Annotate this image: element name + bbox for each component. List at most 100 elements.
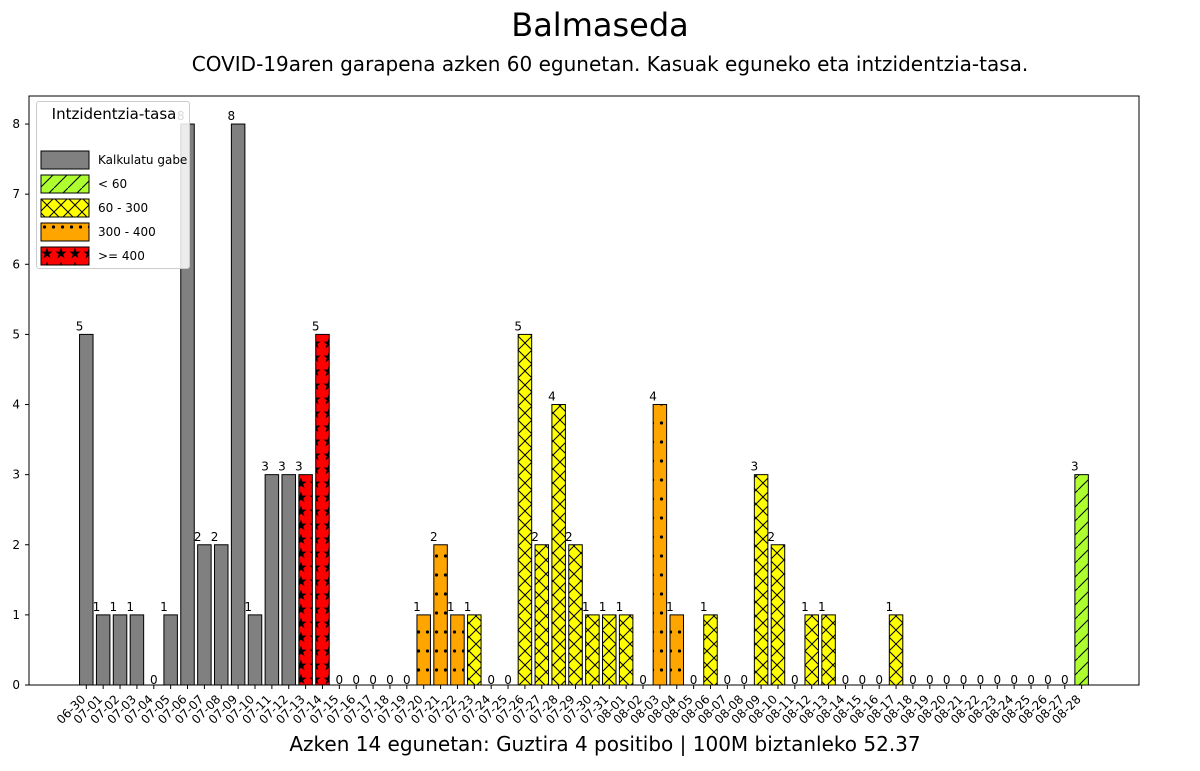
data-label: 0 bbox=[740, 673, 748, 687]
bar-hatch bbox=[821, 614, 836, 685]
legend: Intzidentzia-tasa Kalkulatu gabe < 60 60… bbox=[36, 101, 190, 269]
data-label: 3 bbox=[1071, 460, 1079, 474]
bar bbox=[230, 123, 246, 686]
bar bbox=[264, 474, 280, 686]
data-label: 0 bbox=[926, 673, 934, 687]
data-label: 3 bbox=[295, 460, 303, 474]
data-label: 3 bbox=[278, 460, 286, 474]
data-label: 1 bbox=[93, 600, 101, 614]
data-label: 1 bbox=[818, 600, 826, 614]
data-label: 0 bbox=[960, 673, 968, 687]
bar bbox=[79, 333, 94, 686]
data-label: 1 bbox=[700, 600, 708, 614]
legend-swatch-green bbox=[40, 174, 90, 194]
bar bbox=[247, 614, 263, 686]
legend-swatch-orange bbox=[40, 222, 90, 242]
legend-label: < 60 bbox=[98, 177, 128, 191]
data-label: 3 bbox=[751, 460, 759, 474]
data-label: 0 bbox=[993, 673, 1001, 687]
bar bbox=[197, 544, 212, 686]
legend-label: 300 - 400 bbox=[98, 225, 156, 239]
y-tick-label: 2 bbox=[12, 538, 20, 552]
data-label: 4 bbox=[548, 390, 556, 404]
data-label: 0 bbox=[1061, 673, 1069, 687]
y-tick-label: 8 bbox=[12, 117, 20, 131]
y-tick-label: 0 bbox=[12, 678, 20, 692]
bar bbox=[112, 614, 128, 686]
data-label: 0 bbox=[504, 673, 512, 687]
y-tick-label: 5 bbox=[12, 327, 20, 341]
data-label: 1 bbox=[126, 600, 134, 614]
data-label: 2 bbox=[211, 530, 219, 544]
data-label: 1 bbox=[413, 600, 421, 614]
bar-hatch bbox=[653, 404, 667, 685]
data-label: 2 bbox=[767, 530, 775, 544]
legend-swatch-red bbox=[40, 246, 90, 266]
y-tick-label: 4 bbox=[12, 398, 20, 412]
data-label: 1 bbox=[464, 600, 472, 614]
bar-hatch bbox=[518, 334, 532, 685]
data-label: 0 bbox=[1027, 673, 1035, 687]
data-label: 0 bbox=[909, 673, 917, 687]
data-label: 5 bbox=[514, 319, 522, 333]
data-label: 2 bbox=[565, 530, 573, 544]
plot-frame bbox=[28, 95, 1140, 686]
legend-title: Intzidentzia-tasa bbox=[51, 105, 177, 123]
bar bbox=[95, 614, 111, 686]
data-label: 1 bbox=[244, 600, 252, 614]
chart-subtitle: COVID-19aren garapena azken 60 egunetan.… bbox=[191, 52, 1029, 76]
bar-hatch bbox=[467, 614, 482, 685]
bar-hatch bbox=[754, 474, 768, 685]
data-label: 0 bbox=[977, 673, 985, 687]
chart-title: Balmaseda bbox=[511, 6, 689, 44]
data-label: 1 bbox=[160, 600, 168, 614]
bar-hatch bbox=[1074, 474, 1089, 685]
bar-hatch bbox=[703, 614, 718, 685]
data-label: 1 bbox=[582, 600, 590, 614]
bar bbox=[281, 474, 296, 686]
data-label: 0 bbox=[724, 673, 732, 687]
bar bbox=[129, 614, 145, 686]
data-label: 2 bbox=[531, 530, 539, 544]
data-label: 0 bbox=[875, 673, 883, 687]
legend-label: 60 - 300 bbox=[98, 201, 149, 215]
data-label: 1 bbox=[109, 600, 117, 614]
y-tick-label: 6 bbox=[12, 257, 20, 271]
data-label: 1 bbox=[447, 600, 455, 614]
bar-hatch bbox=[535, 544, 549, 685]
data-label: 3 bbox=[261, 460, 269, 474]
data-label: 2 bbox=[194, 530, 202, 544]
bar-hatch bbox=[551, 404, 566, 685]
bar-hatch bbox=[771, 544, 785, 685]
data-label: 1 bbox=[599, 600, 607, 614]
data-label: 4 bbox=[649, 390, 657, 404]
data-label: 1 bbox=[666, 600, 674, 614]
data-label: 0 bbox=[1010, 673, 1018, 687]
bar-hatch bbox=[804, 614, 819, 685]
legend-label: >= 400 bbox=[98, 249, 145, 263]
bar-hatch bbox=[585, 614, 600, 685]
bar-hatch bbox=[619, 614, 633, 685]
chart-footer-summary: Azken 14 egunetan: Guztira 4 positibo | … bbox=[289, 732, 921, 756]
data-label: 0 bbox=[791, 673, 799, 687]
data-label: 5 bbox=[76, 319, 84, 333]
bar-hatch bbox=[298, 474, 313, 685]
legend-label: Kalkulatu gabe bbox=[98, 153, 188, 167]
data-label: 0 bbox=[150, 673, 158, 687]
bar-hatch bbox=[450, 614, 465, 685]
data-label: 8 bbox=[228, 109, 236, 123]
data-label: 0 bbox=[1044, 673, 1052, 687]
bar bbox=[214, 544, 229, 686]
data-label: 0 bbox=[690, 673, 698, 687]
legend-swatch-yellow bbox=[40, 198, 90, 218]
data-label: 5 bbox=[312, 319, 320, 333]
data-label: 2 bbox=[430, 530, 438, 544]
y-tick-label: 1 bbox=[12, 608, 20, 622]
data-label: 0 bbox=[336, 673, 344, 687]
data-label: 1 bbox=[885, 600, 893, 614]
data-label: 0 bbox=[352, 673, 360, 687]
y-tick-label: 7 bbox=[12, 187, 20, 201]
data-label: 0 bbox=[487, 673, 495, 687]
data-label: 0 bbox=[858, 673, 866, 687]
